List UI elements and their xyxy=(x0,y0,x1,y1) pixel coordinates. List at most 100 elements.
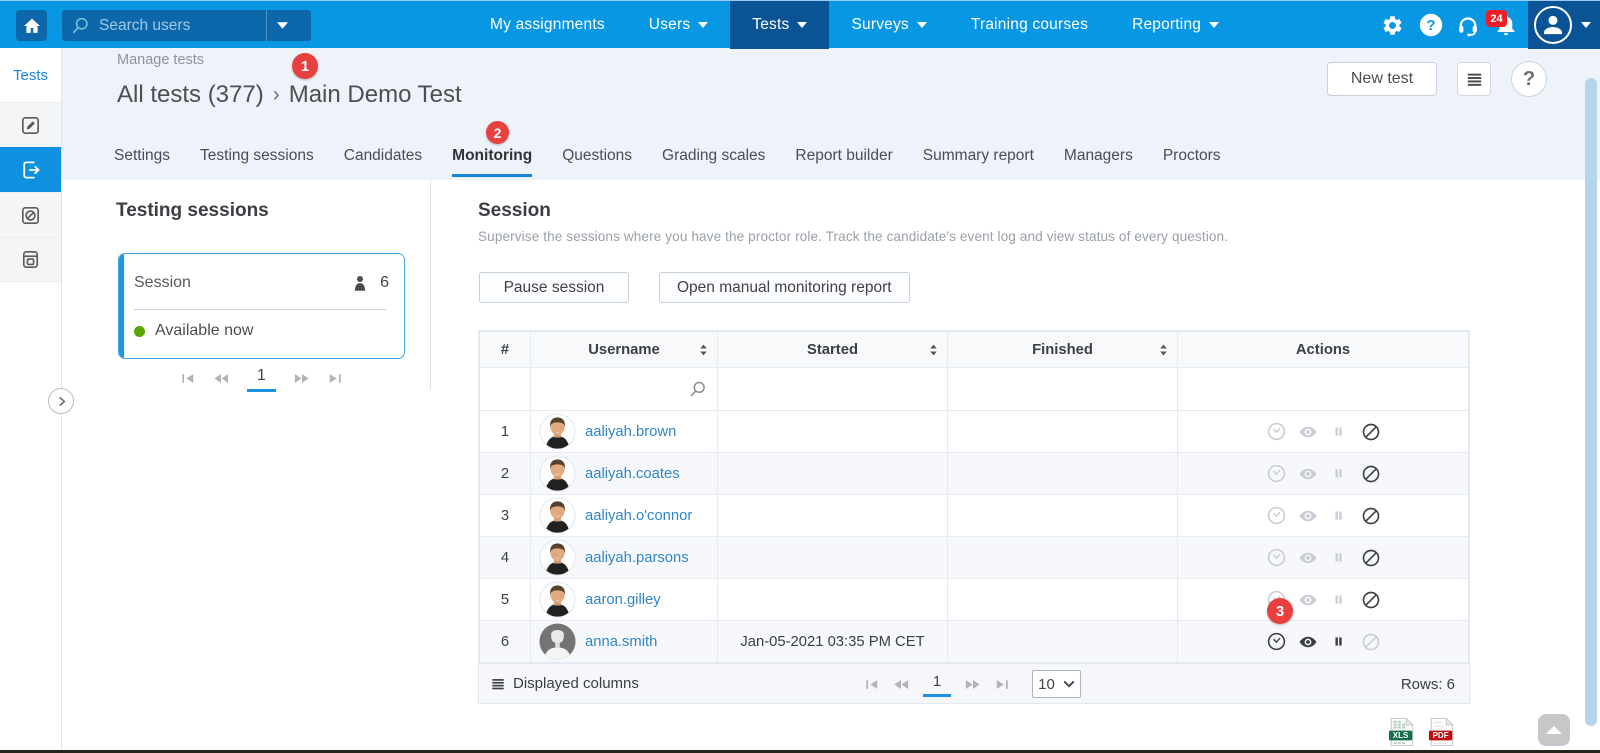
block-button[interactable] xyxy=(1361,506,1381,526)
tab-report-builder[interactable]: Report builder xyxy=(795,147,893,164)
menu-item-tests[interactable]: Tests xyxy=(730,1,830,49)
tab-proctors[interactable]: Proctors xyxy=(1162,147,1221,164)
next-page-button[interactable] xyxy=(294,373,310,384)
event-log-button[interactable] xyxy=(1266,547,1287,568)
home-button[interactable] xyxy=(16,10,47,41)
menu-item-training-courses[interactable]: Training courses xyxy=(970,16,1089,33)
menu-item-reporting[interactable]: Reporting xyxy=(1110,1,1241,49)
tab-managers[interactable]: Managers xyxy=(1063,147,1133,164)
page-number[interactable]: 1 xyxy=(922,671,952,697)
pause-button[interactable] xyxy=(1332,424,1345,439)
block-button[interactable] xyxy=(1361,632,1381,652)
page-help-button[interactable]: ? xyxy=(1511,61,1547,97)
session-heading: Session xyxy=(478,200,551,221)
tab-testing-sessions[interactable]: Testing sessions xyxy=(200,147,314,164)
username-link[interactable]: aaliyah.o'connor xyxy=(585,507,693,524)
sidebar-item-archive[interactable] xyxy=(0,237,61,282)
session-status: Available now xyxy=(155,322,254,339)
column-header-finished[interactable]: Finished xyxy=(947,331,1178,368)
export-xls-button[interactable] xyxy=(1388,717,1416,747)
pause-session-button[interactable]: Pause session xyxy=(479,272,629,303)
profile-menu[interactable] xyxy=(1528,1,1600,49)
sort-icon[interactable] xyxy=(1159,343,1168,356)
sidebar-item-restrictions[interactable] xyxy=(0,192,61,237)
sessions-paginator: 1 xyxy=(118,365,405,392)
block-button[interactable] xyxy=(1361,590,1381,610)
new-test-button[interactable]: New test xyxy=(1327,62,1437,96)
view-button[interactable] xyxy=(1298,548,1318,568)
column-header-actions: Actions xyxy=(1177,331,1469,368)
displayed-columns-button[interactable]: Displayed columns xyxy=(490,675,639,692)
username-link[interactable]: aaliyah.coates xyxy=(585,465,680,482)
event-log-button[interactable] xyxy=(1266,421,1287,442)
eye-icon xyxy=(1298,464,1318,484)
pause-button[interactable] xyxy=(1332,634,1345,649)
open-monitoring-report-button[interactable]: Open manual monitoring report xyxy=(659,272,910,303)
search-caret-button[interactable] xyxy=(267,22,298,29)
scrollbar-thumb[interactable] xyxy=(1585,78,1597,726)
expand-sidebar-button[interactable] xyxy=(48,388,74,414)
username-filter-cell[interactable] xyxy=(530,367,718,411)
view-button[interactable] xyxy=(1298,422,1318,442)
menu-item-users[interactable]: Users xyxy=(627,1,730,49)
tab-summary-report[interactable]: Summary report xyxy=(922,147,1034,164)
tab-candidates[interactable]: Candidates xyxy=(343,147,423,164)
event-log-button[interactable] xyxy=(1266,505,1287,526)
block-button[interactable] xyxy=(1361,422,1381,442)
column-header-started[interactable]: Started xyxy=(717,331,948,368)
step-badge-3: 3 xyxy=(1267,598,1293,624)
tab-grading-scales[interactable]: Grading scales xyxy=(662,147,766,164)
block-button[interactable] xyxy=(1361,548,1381,568)
tab-monitoring[interactable]: Monitoring xyxy=(452,147,533,177)
view-button[interactable] xyxy=(1298,506,1318,526)
sort-icon[interactable] xyxy=(699,343,708,356)
settings-button[interactable] xyxy=(1380,1,1404,49)
tab-questions[interactable]: Questions xyxy=(562,147,633,164)
username-link[interactable]: aaliyah.brown xyxy=(585,423,677,440)
tablet-icon xyxy=(19,248,42,271)
test-list-button[interactable] xyxy=(1457,62,1491,96)
finished-cell xyxy=(947,410,1178,453)
search-input[interactable] xyxy=(99,16,264,35)
pause-button[interactable] xyxy=(1332,466,1345,481)
table-header-row: # Username Started Finished Actions xyxy=(479,331,1469,368)
username-link[interactable]: aaron.gilley xyxy=(585,591,661,608)
pause-button[interactable] xyxy=(1332,592,1345,607)
view-button[interactable] xyxy=(1298,632,1318,652)
last-page-button[interactable] xyxy=(328,373,342,384)
pause-button[interactable] xyxy=(1332,550,1345,565)
block-button[interactable] xyxy=(1361,464,1381,484)
sort-icon[interactable] xyxy=(929,343,938,356)
export-pdf-button[interactable] xyxy=(1428,717,1456,747)
pause-button[interactable] xyxy=(1332,508,1345,523)
page-number[interactable]: 1 xyxy=(247,365,276,392)
username-link[interactable]: aaliyah.parsons xyxy=(585,549,689,566)
title-all-tests[interactable]: All tests (377) xyxy=(117,81,264,108)
prev-page-button[interactable] xyxy=(893,679,909,690)
page-size-select[interactable]: 10 xyxy=(1032,670,1081,698)
prev-page-icon xyxy=(213,373,229,384)
username-link[interactable]: anna.smith xyxy=(585,633,658,650)
event-log-button[interactable] xyxy=(1266,631,1287,652)
help-button[interactable] xyxy=(1419,1,1443,49)
session-card[interactable]: Session 6 Available now xyxy=(118,253,405,359)
columns-menu-icon xyxy=(490,676,506,692)
next-page-button[interactable] xyxy=(965,679,981,690)
first-page-button[interactable] xyxy=(865,679,879,690)
last-page-button[interactable] xyxy=(995,679,1009,690)
scroll-to-top-button[interactable] xyxy=(1538,714,1570,746)
support-button[interactable] xyxy=(1456,1,1480,49)
first-page-button[interactable] xyxy=(181,373,195,384)
search-users-box[interactable] xyxy=(62,10,311,41)
sidebar-item-testing-sessions[interactable] xyxy=(0,147,61,192)
menu-item-surveys[interactable]: Surveys xyxy=(829,1,948,49)
column-header-username[interactable]: Username xyxy=(530,331,718,368)
sidebar-item-edit-test[interactable] xyxy=(0,102,61,147)
view-button[interactable] xyxy=(1298,464,1318,484)
menu-item-my-assignments[interactable]: My assignments xyxy=(490,16,605,33)
view-button[interactable] xyxy=(1298,590,1318,610)
tab-settings[interactable]: Settings xyxy=(114,147,171,164)
prev-page-button[interactable] xyxy=(213,373,229,384)
panel-divider xyxy=(430,180,431,390)
event-log-button[interactable] xyxy=(1266,463,1287,484)
